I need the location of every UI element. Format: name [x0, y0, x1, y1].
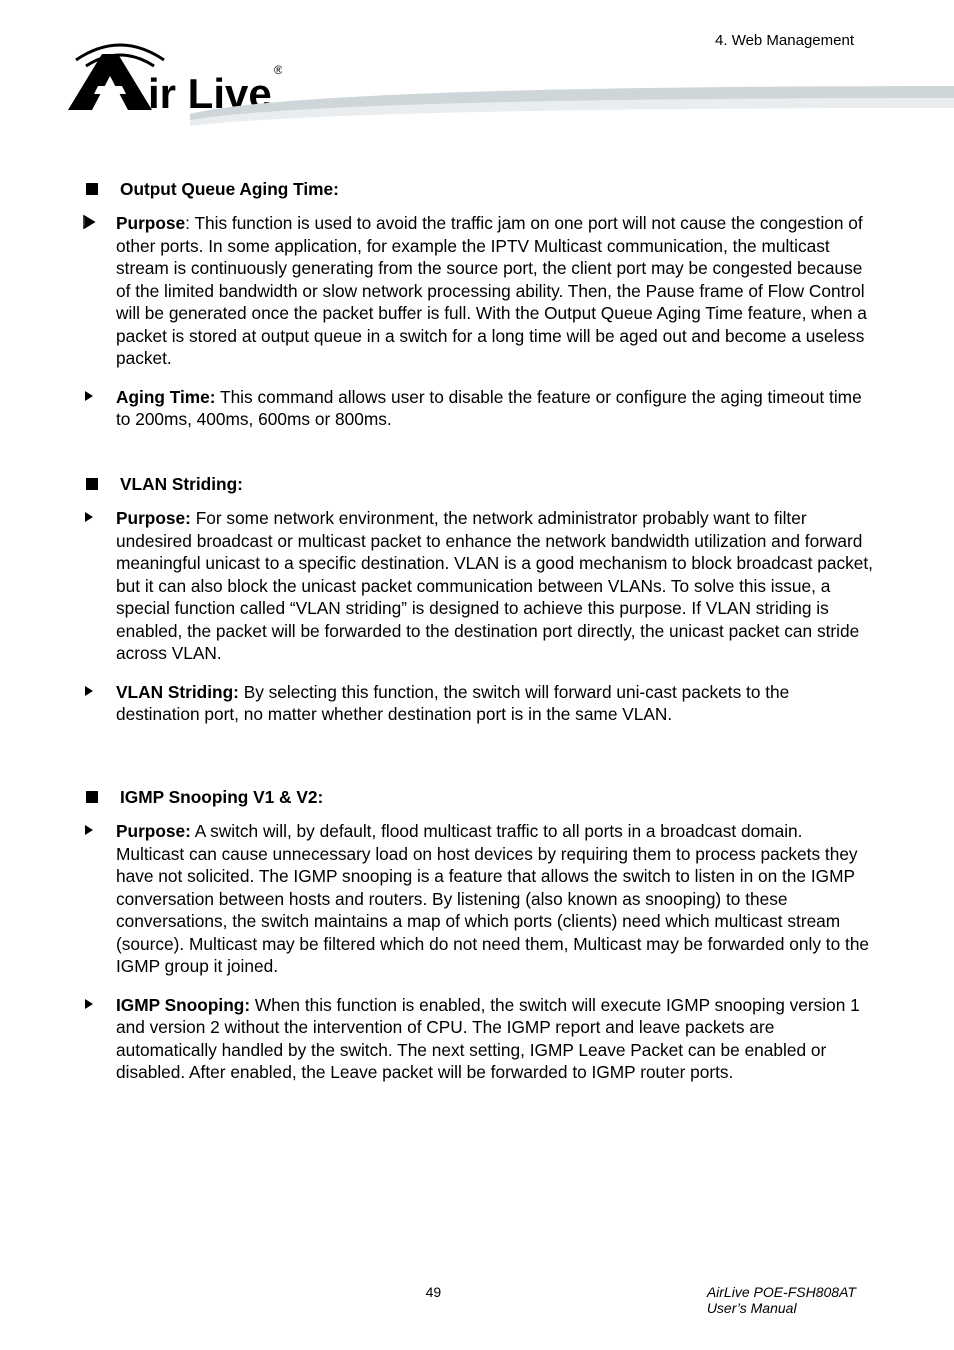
arrow-bullet-icon [82, 214, 98, 230]
list-item: Aging Time: This command allows user to … [80, 386, 874, 431]
arrow-bullet-icon [82, 996, 98, 1012]
item-label: Purpose: [116, 508, 191, 528]
list-item: VLAN Striding: By selecting this functio… [80, 681, 874, 726]
item-label: IGMP Snooping: [116, 995, 250, 1015]
item-text: For some network environment, the networ… [116, 508, 873, 663]
page-header: 4. Web Management ir Live ® [80, 28, 874, 138]
section-title: VLAN Striding: [120, 473, 243, 495]
section-heading: VLAN Striding: [80, 473, 874, 495]
page-content: Output Queue Aging Time: Purpose: This f… [80, 178, 874, 1084]
list-item-body: IGMP Snooping: When this function is ena… [116, 994, 874, 1084]
svg-text:®: ® [274, 63, 282, 77]
arrow-bullet-icon [82, 822, 98, 838]
list-item-body: Aging Time: This command allows user to … [116, 386, 874, 431]
list-item-body: VLAN Striding: By selecting this functio… [116, 681, 874, 726]
breadcrumb: 4. Web Management [715, 32, 854, 49]
list-item-body: Purpose: This function is used to avoid … [116, 212, 874, 369]
arrow-bullet-icon [82, 509, 98, 525]
page-number: 49 [160, 1284, 707, 1316]
list-item-body: Purpose: For some network environment, t… [116, 507, 874, 664]
section-title: Output Queue Aging Time: [120, 178, 339, 200]
item-label: Aging Time: [116, 387, 216, 407]
arrow-bullet-icon [82, 683, 98, 699]
section-title: IGMP Snooping V1 & V2: [120, 786, 323, 808]
arrow-bullet-icon [82, 388, 98, 404]
section-heading: Output Queue Aging Time: [80, 178, 874, 200]
list-item: Purpose: A switch will, by default, floo… [80, 820, 874, 977]
item-text: : This function is used to avoid the tra… [116, 213, 867, 368]
list-item: Purpose: This function is used to avoid … [80, 212, 874, 369]
list-item-body: Purpose: A switch will, by default, floo… [116, 820, 874, 977]
item-text: This command allows user to disable the … [116, 387, 862, 429]
square-bullet-icon [86, 183, 98, 195]
item-label: Purpose [116, 213, 185, 233]
item-label: Purpose: [116, 821, 191, 841]
manual-title: AirLive POE-FSH808AT User’s Manual [707, 1284, 874, 1316]
square-bullet-icon [86, 478, 98, 490]
square-bullet-icon [86, 791, 98, 803]
section-heading: IGMP Snooping V1 & V2: [80, 786, 874, 808]
list-item: IGMP Snooping: When this function is ena… [80, 994, 874, 1084]
list-item: Purpose: For some network environment, t… [80, 507, 874, 664]
item-label: VLAN Striding: [116, 682, 239, 702]
header-swoosh [190, 86, 954, 126]
page-footer: 49 AirLive POE-FSH808AT User’s Manual [80, 1284, 874, 1316]
item-text: A switch will, by default, flood multica… [116, 821, 869, 976]
